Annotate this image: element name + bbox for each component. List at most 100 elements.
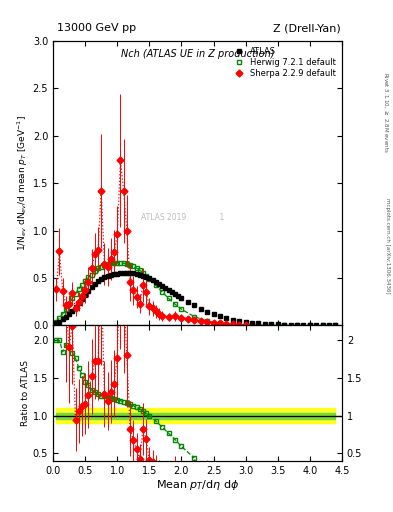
ATLAS [54,321,59,327]
Herwig 7.2.1 default [112,260,116,266]
Herwig 7.2.1 default [95,265,100,271]
Herwig 7.2.1 default [121,260,126,266]
Sherpa 2.2.9 default [198,317,203,324]
Sherpa 2.2.9 default [95,246,100,252]
Y-axis label: Ratio to ATLAS: Ratio to ATLAS [21,360,30,426]
X-axis label: Mean $p_T$/d$\eta$ d$\phi$: Mean $p_T$/d$\eta$ d$\phi$ [156,478,239,493]
Herwig 7.2.1 default [54,318,59,325]
ATLAS [192,303,196,309]
Herwig 7.2.1 default [218,321,222,327]
Herwig 7.2.1 default [64,306,68,312]
Sherpa 2.2.9 default [160,313,165,319]
Text: mcplots.cern.ch [arXiv:1306.3436]: mcplots.cern.ch [arXiv:1306.3436] [385,198,390,293]
Sherpa 2.2.9 default [185,316,190,322]
ATLAS [121,270,126,276]
Herwig 7.2.1 default [131,263,136,269]
Sherpa 2.2.9 default [112,249,116,255]
Herwig 7.2.1 default [147,275,152,282]
Sherpa 2.2.9 default [166,314,171,320]
Herwig 7.2.1 default [138,267,142,273]
Sherpa 2.2.9 default [108,256,113,262]
Herwig 7.2.1 default [105,261,110,267]
Herwig 7.2.1 default [243,322,248,328]
Y-axis label: 1/N$_{ev}$ dN$_{ev}$/d mean $p_T$ [GeV$^{-1}$]: 1/N$_{ev}$ dN$_{ev}$/d mean $p_T$ [GeV$^… [15,115,30,251]
Herwig 7.2.1 default [173,301,177,307]
Sherpa 2.2.9 default [70,290,75,296]
Sherpa 2.2.9 default [61,288,65,294]
Line: ATLAS: ATLAS [54,270,338,328]
Sherpa 2.2.9 default [147,303,152,309]
Herwig 7.2.1 default [307,322,312,328]
Sherpa 2.2.9 default [99,188,104,194]
Sherpa 2.2.9 default [237,322,242,328]
Sherpa 2.2.9 default [80,293,84,299]
Herwig 7.2.1 default [160,289,165,295]
ATLAS [169,289,174,295]
Herwig 7.2.1 default [73,290,78,296]
Sherpa 2.2.9 default [64,302,68,308]
Sherpa 2.2.9 default [192,316,196,323]
Herwig 7.2.1 default [83,278,88,284]
ATLAS [156,281,162,287]
Legend: ATLAS, Herwig 7.2.1 default, Sherpa 2.2.9 default: ATLAS, Herwig 7.2.1 default, Sherpa 2.2.… [229,45,338,80]
Herwig 7.2.1 default [282,322,286,328]
Herwig 7.2.1 default [295,322,299,328]
ATLAS [80,296,84,303]
Text: ATLAS 2019              1: ATLAS 2019 1 [141,213,225,222]
Sherpa 2.2.9 default [54,286,59,292]
Herwig 7.2.1 default [179,306,184,312]
Herwig 7.2.1 default [99,264,104,270]
Sherpa 2.2.9 default [230,322,235,328]
Line: Herwig 7.2.1 default: Herwig 7.2.1 default [54,261,338,328]
Herwig 7.2.1 default [333,322,338,328]
Herwig 7.2.1 default [166,295,171,302]
Sherpa 2.2.9 default [134,294,139,300]
Herwig 7.2.1 default [118,260,123,266]
Herwig 7.2.1 default [128,262,132,268]
Herwig 7.2.1 default [89,271,94,278]
Sherpa 2.2.9 default [89,265,94,271]
Herwig 7.2.1 default [80,282,84,288]
Herwig 7.2.1 default [70,295,75,302]
Sherpa 2.2.9 default [128,279,132,285]
Line: Sherpa 2.2.9 default: Sherpa 2.2.9 default [54,158,248,327]
Sherpa 2.2.9 default [138,301,142,307]
Sherpa 2.2.9 default [243,322,248,328]
Sherpa 2.2.9 default [102,261,107,267]
Herwig 7.2.1 default [141,270,145,276]
Herwig 7.2.1 default [144,272,149,279]
Herwig 7.2.1 default [115,260,119,266]
Herwig 7.2.1 default [76,286,81,292]
Herwig 7.2.1 default [320,322,325,328]
Sherpa 2.2.9 default [76,298,81,305]
Herwig 7.2.1 default [153,282,158,288]
Herwig 7.2.1 default [230,322,235,328]
Sherpa 2.2.9 default [57,248,62,254]
Sherpa 2.2.9 default [224,321,229,327]
Sherpa 2.2.9 default [86,279,91,285]
Sherpa 2.2.9 default [156,311,162,317]
Sherpa 2.2.9 default [121,188,126,194]
Sherpa 2.2.9 default [144,289,149,295]
Text: Z (Drell-Yan): Z (Drell-Yan) [274,23,341,33]
ATLAS [333,322,338,328]
Herwig 7.2.1 default [125,261,129,267]
Text: Rivet 3.1.10, $\geq$ 2.8M events: Rivet 3.1.10, $\geq$ 2.8M events [382,72,390,153]
Sherpa 2.2.9 default [115,231,119,238]
ATLAS [141,272,145,279]
Sherpa 2.2.9 default [118,157,123,163]
Sherpa 2.2.9 default [131,287,136,293]
Sherpa 2.2.9 default [173,313,177,319]
Herwig 7.2.1 default [269,322,274,328]
Herwig 7.2.1 default [57,315,62,321]
Text: 13000 GeV pp: 13000 GeV pp [57,23,136,33]
Sherpa 2.2.9 default [67,301,72,307]
ATLAS [198,306,203,312]
Sherpa 2.2.9 default [73,305,78,311]
Herwig 7.2.1 default [256,322,261,328]
Herwig 7.2.1 default [67,301,72,307]
Herwig 7.2.1 default [61,311,65,317]
Sherpa 2.2.9 default [125,227,129,233]
Herwig 7.2.1 default [108,260,113,266]
Sherpa 2.2.9 default [205,318,209,325]
